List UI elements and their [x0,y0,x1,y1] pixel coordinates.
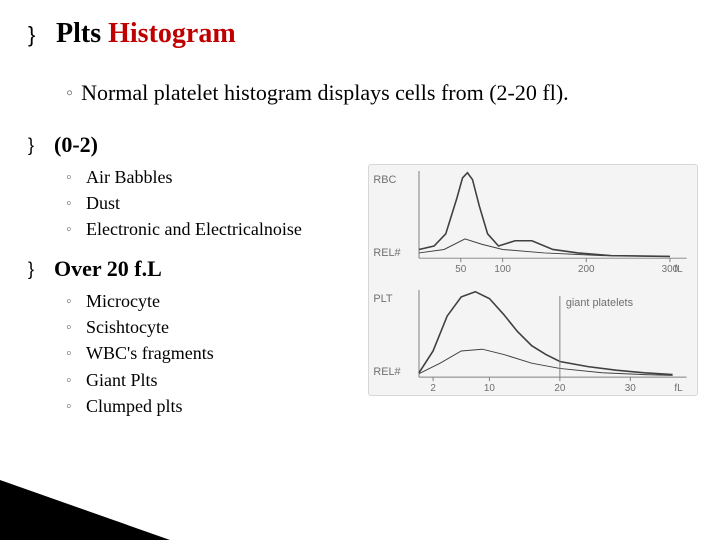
svg-text:REL#: REL# [373,247,400,259]
svg-text:2: 2 [430,383,436,394]
ring-icon: ◦ [66,290,78,314]
section-a-head-row: } (0-2) [28,132,692,158]
item-text: Electronic and Electricalnoise [86,216,302,242]
svg-text:fL: fL [674,383,683,394]
svg-text:giant platelets: giant platelets [566,297,634,309]
item-text: Giant Plts [86,367,158,393]
ring-icon: ◦ [66,369,78,393]
section-a-heading: (0-2) [54,132,98,158]
intro-text: Normal platelet histogram displays cells… [81,80,569,106]
svg-text:50: 50 [455,264,467,275]
svg-text:RBC: RBC [373,174,396,186]
item-text: Clumped plts [86,393,183,419]
section-b-heading: Over 20 f.L [54,256,162,282]
item-text: WBC's fragments [86,340,214,366]
svg-text:20: 20 [554,383,566,394]
ring-icon: ◦ [66,395,78,419]
wedge-svg [0,480,170,540]
histogram-figure: RBCREL#50100200300fLPLTREL#2102030fLgian… [368,164,698,396]
svg-text:30: 30 [625,383,637,394]
item-text: Air Babbles [86,164,172,190]
svg-text:fL: fL [674,264,683,275]
title-rest: Histogram [101,18,236,49]
ring-icon: ◦ [66,82,73,106]
histogram-svg: RBCREL#50100200300fLPLTREL#2102030fLgian… [369,165,697,395]
svg-text:100: 100 [494,264,511,275]
slide: } Plts Histogram ◦ Normal platelet histo… [0,0,720,540]
bullet-icon: } [28,24,46,46]
ring-icon: ◦ [66,166,78,190]
ring-icon: ◦ [66,342,78,366]
item-text: Dust [86,190,120,216]
item-text: Microcyte [86,288,160,314]
item-text: Scishtocyte [86,314,169,340]
corner-wedge [0,480,170,540]
intro-row: ◦ Normal platelet histogram displays cel… [66,80,692,106]
list-item: ◦ Clumped plts [66,393,692,419]
ring-icon: ◦ [66,192,78,216]
slide-title: Plts Histogram [56,18,236,50]
svg-text:REL#: REL# [373,366,400,378]
svg-text:200: 200 [578,264,595,275]
bullet-icon: } [28,260,44,278]
title-row: } Plts Histogram [28,18,692,50]
svg-text:PLT: PLT [373,293,393,305]
bullet-icon: } [28,136,44,154]
title-prefix: Plts [56,18,101,49]
svg-text:10: 10 [484,383,496,394]
ring-icon: ◦ [66,316,78,340]
ring-icon: ◦ [66,218,78,242]
